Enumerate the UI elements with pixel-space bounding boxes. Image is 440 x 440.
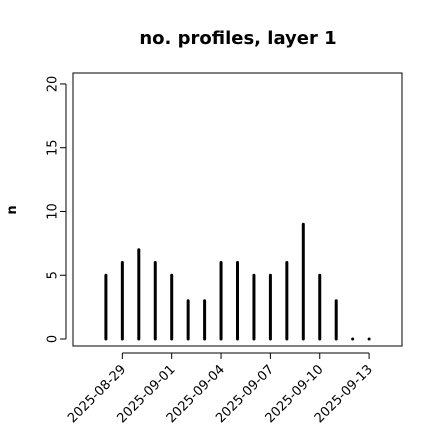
y-tick-label: 0: [46, 335, 61, 343]
y-tick-label: 15: [46, 139, 61, 156]
y-axis-label: n: [5, 205, 20, 214]
chart-title: no. profiles, layer 1: [139, 28, 336, 49]
y-tick-label: 5: [46, 271, 61, 279]
y-tick-label: 10: [46, 203, 61, 220]
y-tick-label: 20: [46, 76, 61, 93]
plot-box: [72, 72, 403, 347]
